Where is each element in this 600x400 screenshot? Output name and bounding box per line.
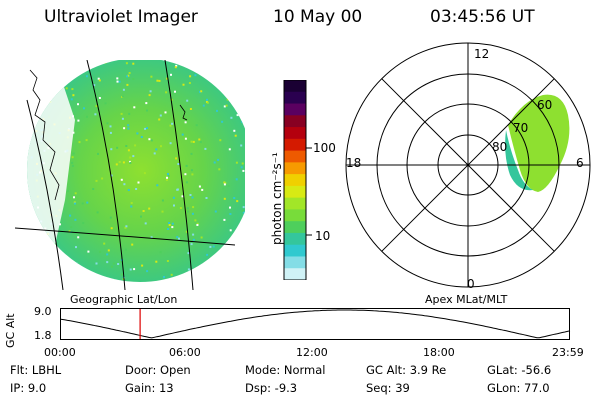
colorbar-swatch	[284, 268, 306, 280]
auroral-image	[15, 60, 245, 290]
mlat-label-60: 60	[537, 98, 553, 112]
colorbar-tick-10: 10	[315, 229, 331, 243]
mode-info: Mode: Normal	[245, 363, 326, 377]
mlt-label-6: 6	[576, 156, 584, 170]
colorbar-unit-label: photon cm⁻²s⁻¹	[270, 152, 284, 245]
glon-info: GLon: 77.0	[487, 381, 550, 395]
time-tick-1: 06:00	[169, 346, 201, 359]
polar-caption: Apex MLat/MLT	[425, 293, 508, 306]
date-label: 10 May 00	[273, 7, 363, 27]
colorbar-swatch	[284, 244, 306, 257]
time-tick-0: 00:00	[44, 346, 76, 359]
altitude-plot	[60, 308, 571, 340]
colorbar-swatch	[284, 162, 306, 175]
colorbar-swatch	[284, 91, 306, 105]
door-info: Door: Open	[125, 363, 191, 377]
colorbar-swatch	[284, 115, 306, 128]
dsp-info: Dsp: -9.3	[245, 381, 298, 395]
colorbar-ticks	[306, 147, 312, 236]
colorbar-swatch	[284, 127, 306, 140]
colorbar-swatch	[284, 197, 306, 210]
colorbar-swatch	[284, 232, 306, 246]
colorbar-swatch	[284, 80, 306, 93]
colorbar-swatch	[284, 174, 306, 187]
colorbar	[283, 80, 307, 280]
time-tick-4: 23:59	[552, 346, 584, 359]
time-label: 03:45:56 UT	[430, 7, 535, 27]
seq-info: Seq: 39	[366, 381, 410, 395]
colorbar-swatch	[284, 209, 306, 222]
colorbar-swatch	[284, 256, 306, 269]
glat-info: GLat: -56.6	[487, 363, 552, 377]
geographic-grid	[15, 60, 236, 290]
colorbar-tick-100: 100	[313, 141, 336, 155]
image-caption: Geographic Lat/Lon	[70, 293, 178, 306]
mlt-label-12: 12	[474, 47, 490, 61]
polar-plot	[345, 42, 591, 288]
coastline	[29, 69, 188, 201]
ip-info: IP: 9.0	[10, 381, 47, 395]
altitude-tick-min: 1.8	[34, 329, 52, 342]
time-tick-2: 12:00	[296, 346, 328, 359]
time-tick-3: 18:00	[423, 346, 455, 359]
instrument-title: Ultraviolet Imager	[44, 7, 198, 27]
colorbar-swatch	[284, 138, 306, 152]
colorbar-swatch	[284, 221, 306, 234]
colorbar-swatch	[284, 103, 306, 116]
colorbar-swatch	[284, 150, 306, 163]
polar-grid	[345, 42, 591, 288]
filter-info: Flt: LBHL	[10, 363, 62, 377]
altitude-axis-label: GC Alt	[4, 313, 17, 348]
altitude-tick-max: 9.0	[34, 305, 52, 318]
mlat-label-70: 70	[513, 121, 529, 135]
gc-alt-info: GC Alt: 3.9 Re	[366, 363, 447, 377]
gain-info: Gain: 13	[125, 381, 174, 395]
earth-disk	[27, 60, 245, 282]
mlt-label-18: 18	[346, 156, 362, 170]
mlt-label-0: 0	[467, 277, 475, 291]
mlat-label-80: 80	[492, 140, 508, 154]
colorbar-swatch	[284, 185, 306, 199]
polar-emission-region	[505, 94, 570, 192]
